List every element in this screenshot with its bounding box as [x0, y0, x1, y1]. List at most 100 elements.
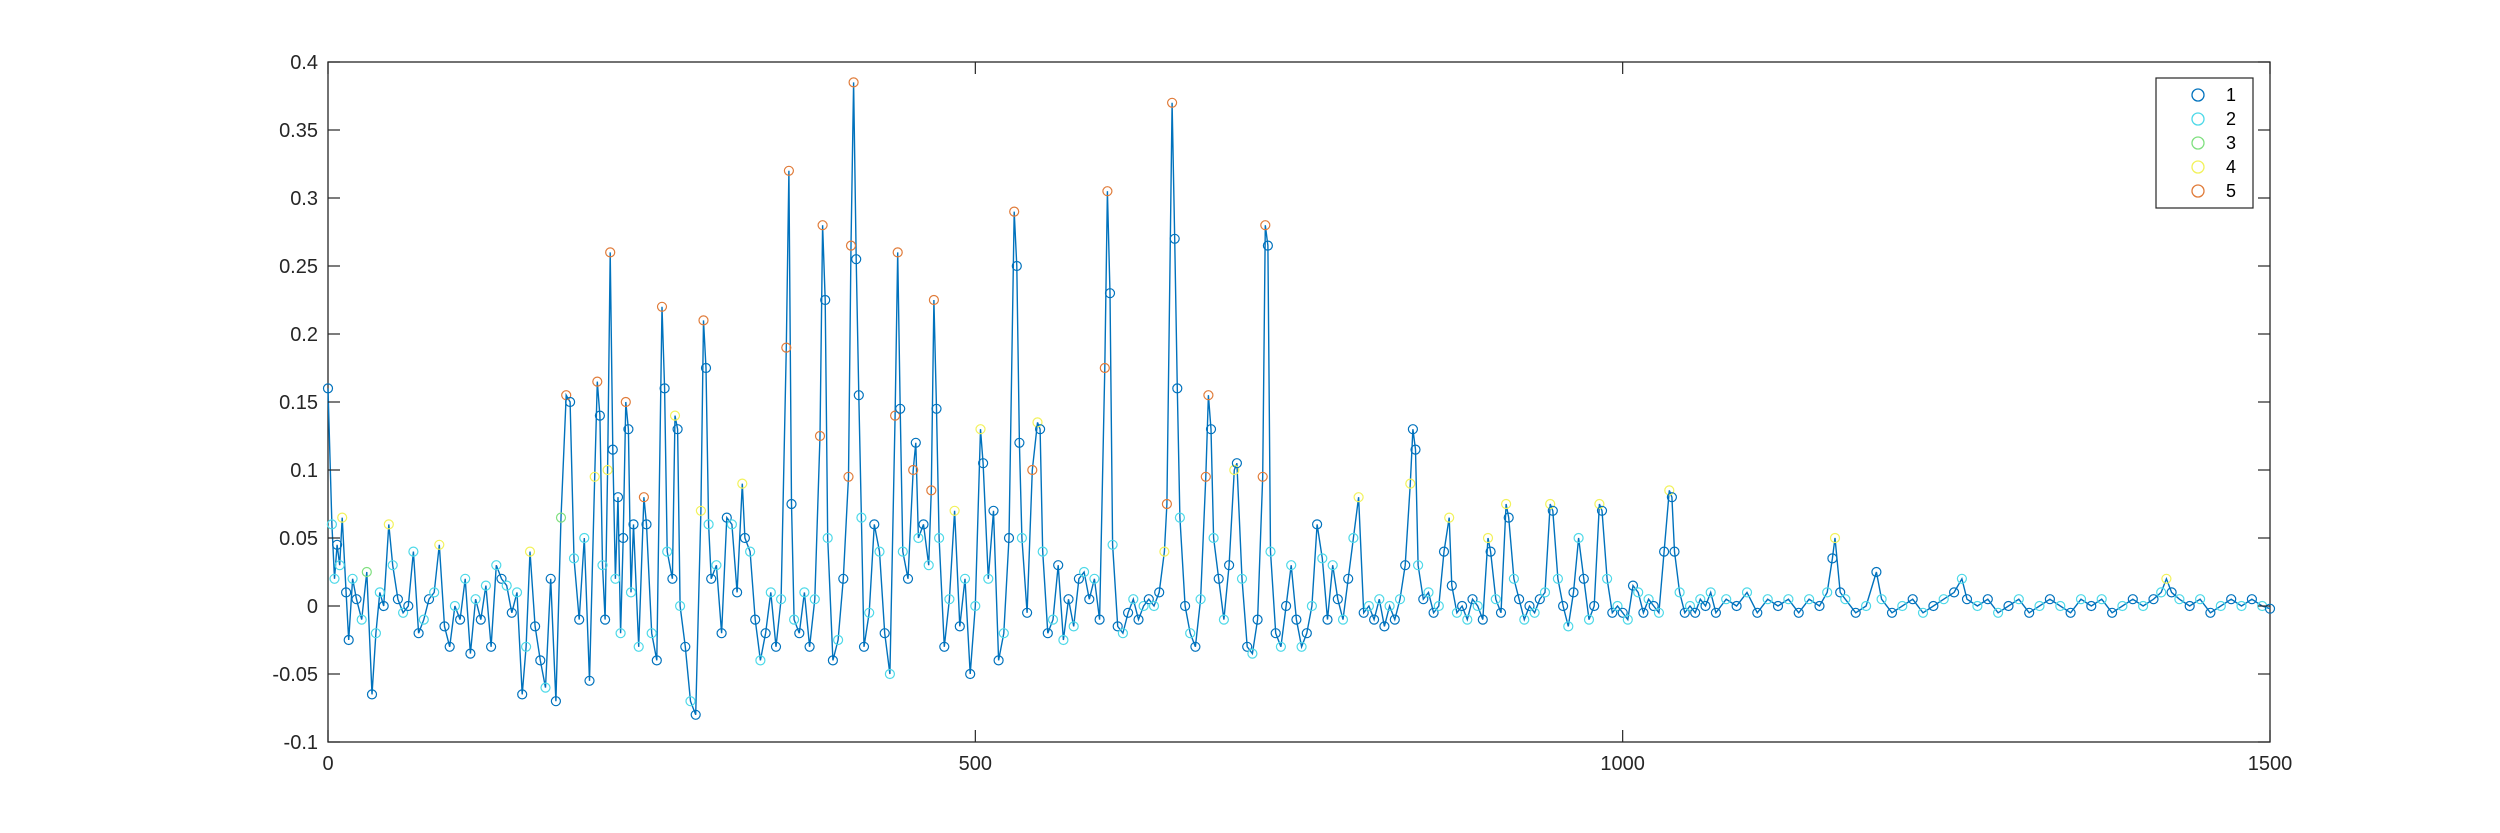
data-point-marker	[895, 403, 906, 414]
data-point-marker	[1322, 614, 1333, 625]
y-tick-label: 0.4	[290, 52, 318, 74]
data-point-marker	[434, 539, 445, 550]
data-point-marker	[1482, 532, 1494, 544]
data-point-marker	[1343, 573, 1354, 584]
data-point-marker	[902, 573, 914, 584]
data-point-marker	[1133, 614, 1144, 625]
data-point-marker	[695, 505, 707, 516]
x-tick-label: 1500	[2248, 753, 2293, 775]
data-point-marker	[1462, 614, 1473, 625]
data-point-marker	[1037, 546, 1048, 557]
x-tick-label: 0	[322, 753, 333, 775]
data-point-marker	[965, 668, 976, 680]
x-tick-label: 500	[959, 753, 992, 775]
data-point-marker	[1513, 594, 1525, 605]
data-point-marker	[1529, 607, 1540, 618]
data-point-marker	[731, 587, 743, 598]
data-point-marker	[1011, 260, 1022, 272]
data-point-marker	[716, 628, 727, 639]
data-point-marker	[1179, 600, 1191, 612]
data-point-marker	[351, 594, 362, 605]
data-point-marker	[838, 573, 849, 584]
data-point-marker	[1117, 628, 1129, 639]
data-point-marker	[1107, 539, 1118, 550]
data-point-marker	[449, 600, 460, 612]
data-point-marker	[817, 220, 828, 231]
data-point-marker	[1291, 614, 1302, 625]
data-point-marker	[623, 424, 634, 435]
data-point-marker	[1982, 594, 1993, 605]
data-point-marker	[1627, 580, 1639, 591]
data-point-marker	[897, 546, 908, 557]
legend-label: 1	[2226, 85, 2236, 105]
data-point-marker	[1596, 505, 1608, 516]
data-point-marker	[605, 247, 616, 258]
data-point-marker	[970, 600, 981, 612]
data-point-marker	[690, 709, 701, 720]
data-point-marker	[954, 621, 965, 632]
series-line-group	[327, 82, 2271, 716]
data-point-marker	[856, 512, 867, 523]
data-point-marker	[1311, 519, 1323, 530]
data-point-marker	[1112, 621, 1123, 632]
data-point-marker	[1835, 587, 1846, 598]
y-axis: -0.1 -0.05 0 0.05 0.1 0.15 0.2 0.25 0.3 0.35 0.4	[272, 52, 2270, 754]
data-point-marker	[1664, 485, 1675, 496]
data-point-marker	[1674, 587, 1685, 598]
data-point-marker	[322, 383, 334, 394]
data-point-marker	[680, 641, 691, 652]
data-point-marker	[698, 315, 709, 326]
data-point-marker	[1658, 546, 1670, 557]
data-point-marker	[1053, 560, 1064, 571]
data-point-marker	[1275, 641, 1287, 652]
data-point-marker	[788, 614, 800, 625]
data-point-marker	[341, 587, 352, 598]
legend-marker	[2191, 160, 2205, 174]
data-point-marker	[1078, 566, 1090, 578]
legend-label: 5	[2226, 181, 2236, 201]
data-point-marker	[1472, 600, 1483, 612]
data-point-marker	[418, 614, 429, 625]
data-point-marker	[949, 505, 960, 516]
data-point-marker	[370, 628, 381, 639]
data-point-marker	[1363, 600, 1375, 612]
data-point-marker	[574, 614, 585, 625]
data-point-marker	[1772, 600, 1784, 612]
data-point-marker	[1047, 614, 1059, 625]
data-point-marker	[726, 519, 738, 530]
data-point-marker	[361, 566, 372, 578]
data-point-marker	[1690, 607, 1701, 618]
data-point-marker	[1607, 607, 1618, 618]
data-point-marker	[1358, 607, 1369, 618]
data-point-marker	[1534, 594, 1545, 605]
data-point-marker	[455, 614, 466, 625]
data-point-marker	[378, 600, 389, 612]
data-point-marker	[783, 165, 795, 176]
data-point-marker	[1247, 648, 1258, 659]
data-point-marker	[1666, 492, 1678, 503]
data-point-marker	[1412, 560, 1424, 571]
data-point-marker	[669, 410, 681, 421]
data-point-marker	[615, 628, 626, 639]
data-point-marker	[1301, 628, 1312, 639]
data-point-marker	[480, 580, 491, 591]
data-point-marker	[959, 573, 971, 584]
data-point-marker	[1231, 458, 1243, 469]
data-point-marker	[1218, 614, 1230, 625]
data-point-marker	[1094, 614, 1105, 625]
data-point-marker	[1400, 560, 1411, 571]
data-point-marker	[2195, 594, 2206, 605]
data-point-marker	[1563, 621, 1574, 632]
data-point-marker	[2174, 594, 2185, 605]
data-point-marker	[814, 430, 826, 442]
x-tick-label: 1000	[1600, 753, 1645, 775]
data-point-marker	[809, 594, 820, 605]
data-point-marker	[939, 641, 950, 652]
data-point-marker	[1992, 607, 2004, 618]
data-point-marker	[822, 532, 833, 544]
data-point-marker	[913, 532, 924, 544]
data-point-marker	[1467, 594, 1478, 605]
data-point-marker	[496, 573, 507, 584]
data-point-marker	[1617, 607, 1628, 618]
data-point-marker	[1042, 628, 1053, 639]
